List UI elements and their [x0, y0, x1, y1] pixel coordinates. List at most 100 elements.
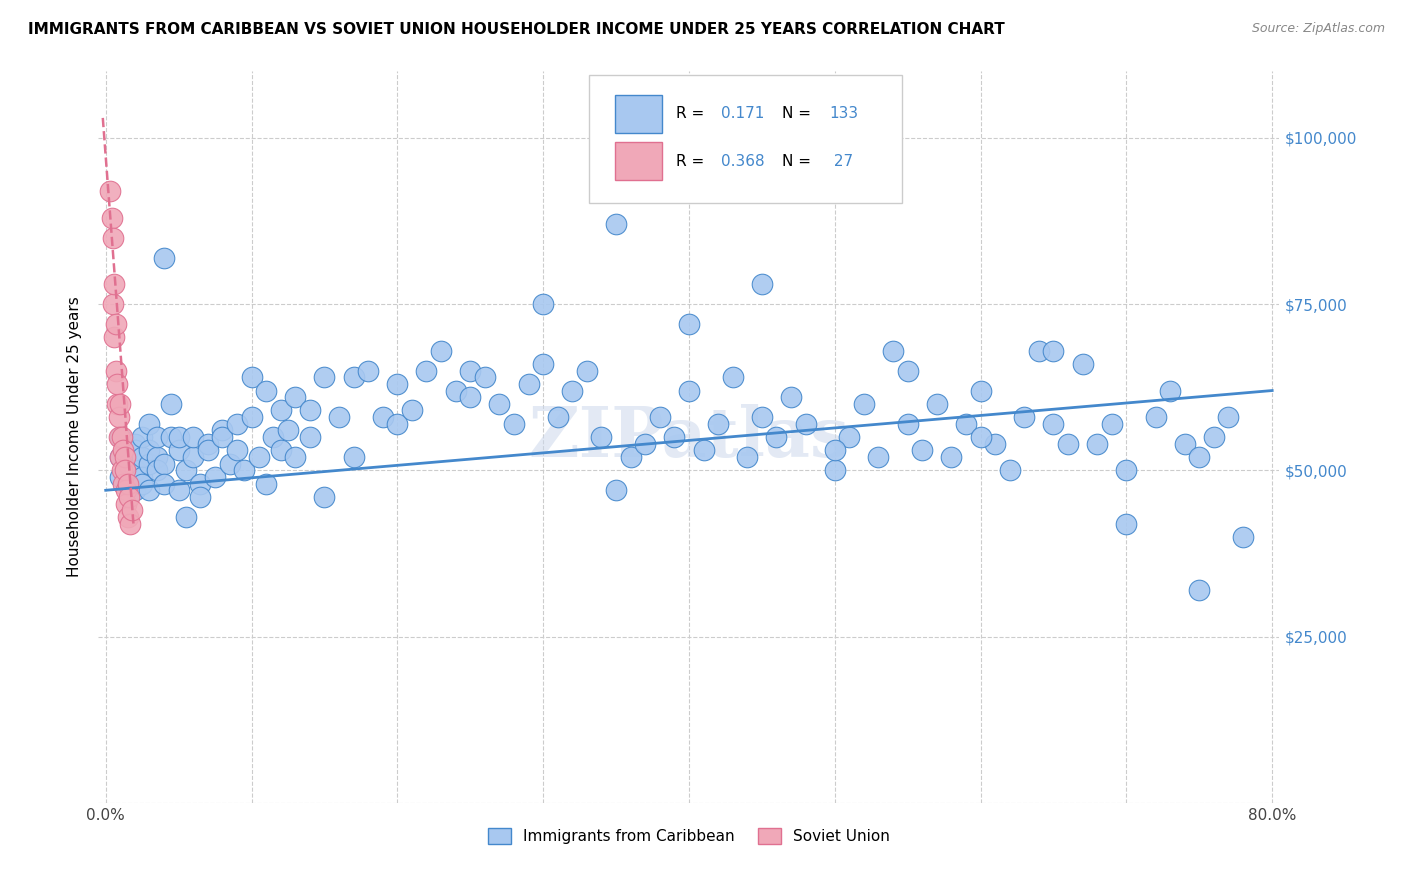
Point	[735, 450, 758, 464]
Text: 0.171: 0.171	[721, 106, 765, 121]
Point	[955, 417, 977, 431]
Text: R =: R =	[676, 106, 709, 121]
Point	[110, 450, 132, 464]
Point	[969, 384, 991, 398]
Point	[181, 430, 204, 444]
Point	[751, 410, 773, 425]
Point	[254, 476, 277, 491]
Point	[226, 443, 249, 458]
Point	[145, 450, 167, 464]
Point	[824, 443, 846, 458]
Point	[110, 470, 132, 484]
Point	[153, 457, 176, 471]
Point	[112, 443, 135, 458]
Point	[117, 443, 139, 458]
Point	[117, 476, 139, 491]
Point	[277, 424, 299, 438]
Point	[145, 463, 167, 477]
Point	[100, 211, 122, 225]
Point	[868, 450, 890, 464]
Point	[1071, 357, 1094, 371]
Text: 133: 133	[830, 106, 859, 121]
Point	[240, 410, 263, 425]
Point	[1232, 530, 1254, 544]
Point	[120, 516, 142, 531]
Point	[298, 430, 321, 444]
Point	[160, 397, 183, 411]
Point	[678, 384, 700, 398]
Point	[575, 363, 598, 377]
Point	[488, 397, 510, 411]
Point	[105, 397, 128, 411]
Point	[284, 390, 307, 404]
Point	[167, 483, 190, 498]
Text: R =: R =	[676, 153, 709, 169]
Point	[167, 430, 190, 444]
Point	[110, 397, 132, 411]
Point	[197, 436, 219, 450]
Point	[298, 403, 321, 417]
Point	[160, 430, 183, 444]
Point	[1115, 463, 1137, 477]
Point	[342, 370, 364, 384]
Text: 27: 27	[830, 153, 853, 169]
Point	[591, 430, 613, 444]
Point	[117, 476, 139, 491]
Point	[211, 424, 233, 438]
Point	[270, 443, 292, 458]
Text: 0.368: 0.368	[721, 153, 765, 169]
Point	[153, 476, 176, 491]
Point	[211, 430, 233, 444]
Point	[1188, 582, 1211, 597]
Point	[474, 370, 496, 384]
Point	[138, 457, 160, 471]
Point	[131, 476, 153, 491]
Point	[314, 370, 336, 384]
Point	[1042, 343, 1064, 358]
Point	[105, 376, 128, 391]
Point	[882, 343, 904, 358]
Point	[852, 397, 875, 411]
Point	[103, 277, 125, 292]
Point	[503, 417, 526, 431]
Point	[415, 363, 437, 377]
Point	[240, 370, 263, 384]
Point	[167, 443, 190, 458]
Text: IMMIGRANTS FROM CARIBBEAN VS SOVIET UNION HOUSEHOLDER INCOME UNDER 25 YEARS CORR: IMMIGRANTS FROM CARIBBEAN VS SOVIET UNIO…	[28, 22, 1005, 37]
Point	[984, 436, 1007, 450]
Point	[342, 450, 364, 464]
Point	[247, 450, 270, 464]
Point	[458, 390, 481, 404]
Point	[112, 476, 135, 491]
Point	[897, 363, 920, 377]
Point	[138, 443, 160, 458]
Point	[620, 450, 643, 464]
Point	[226, 417, 249, 431]
Point	[707, 417, 730, 431]
Point	[998, 463, 1021, 477]
Point	[115, 497, 138, 511]
Point	[104, 363, 127, 377]
Point	[648, 410, 671, 425]
Point	[371, 410, 394, 425]
Point	[314, 490, 336, 504]
Point	[233, 463, 256, 477]
Legend: Immigrants from Caribbean, Soviet Union: Immigrants from Caribbean, Soviet Union	[482, 822, 896, 850]
Point	[108, 410, 131, 425]
Text: Source: ZipAtlas.com: Source: ZipAtlas.com	[1251, 22, 1385, 36]
Point	[124, 443, 146, 458]
Point	[1042, 417, 1064, 431]
Point	[838, 430, 860, 444]
Point	[969, 430, 991, 444]
Point	[284, 450, 307, 464]
Point	[108, 430, 131, 444]
Point	[430, 343, 453, 358]
Point	[678, 317, 700, 331]
Point	[531, 297, 554, 311]
Point	[98, 184, 121, 198]
Point	[605, 217, 627, 231]
Point	[1085, 436, 1108, 450]
Point	[262, 430, 284, 444]
Point	[181, 450, 204, 464]
Point	[174, 463, 197, 477]
